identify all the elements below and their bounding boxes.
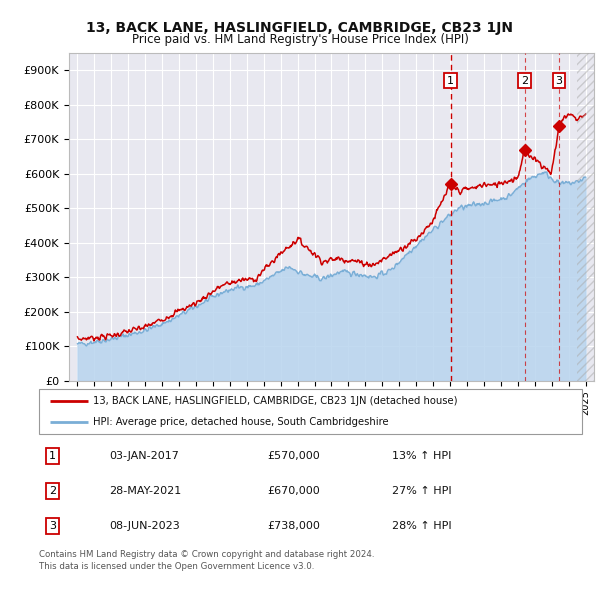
Text: Price paid vs. HM Land Registry's House Price Index (HPI): Price paid vs. HM Land Registry's House … [131,33,469,46]
Text: 1: 1 [447,76,454,86]
Text: £738,000: £738,000 [267,521,320,531]
Text: 3: 3 [556,76,563,86]
FancyBboxPatch shape [39,389,582,434]
Text: 13, BACK LANE, HASLINGFIELD, CAMBRIDGE, CB23 1JN: 13, BACK LANE, HASLINGFIELD, CAMBRIDGE, … [86,21,514,35]
Text: 1: 1 [49,451,56,461]
Text: 28-MAY-2021: 28-MAY-2021 [110,486,182,496]
Text: 13% ↑ HPI: 13% ↑ HPI [392,451,451,461]
Text: HPI: Average price, detached house, South Cambridgeshire: HPI: Average price, detached house, Sout… [94,417,389,427]
Text: 08-JUN-2023: 08-JUN-2023 [110,521,181,531]
Text: £570,000: £570,000 [267,451,320,461]
Text: 27% ↑ HPI: 27% ↑ HPI [392,486,452,496]
Text: 2: 2 [521,76,528,86]
Text: 3: 3 [49,521,56,531]
Text: £670,000: £670,000 [267,486,320,496]
Text: 03-JAN-2017: 03-JAN-2017 [110,451,179,461]
Text: Contains HM Land Registry data © Crown copyright and database right 2024.
This d: Contains HM Land Registry data © Crown c… [39,550,374,571]
Bar [577,53,594,381]
Text: 28% ↑ HPI: 28% ↑ HPI [392,521,452,531]
Text: 13, BACK LANE, HASLINGFIELD, CAMBRIDGE, CB23 1JN (detached house): 13, BACK LANE, HASLINGFIELD, CAMBRIDGE, … [94,396,458,407]
Text: 2: 2 [49,486,56,496]
